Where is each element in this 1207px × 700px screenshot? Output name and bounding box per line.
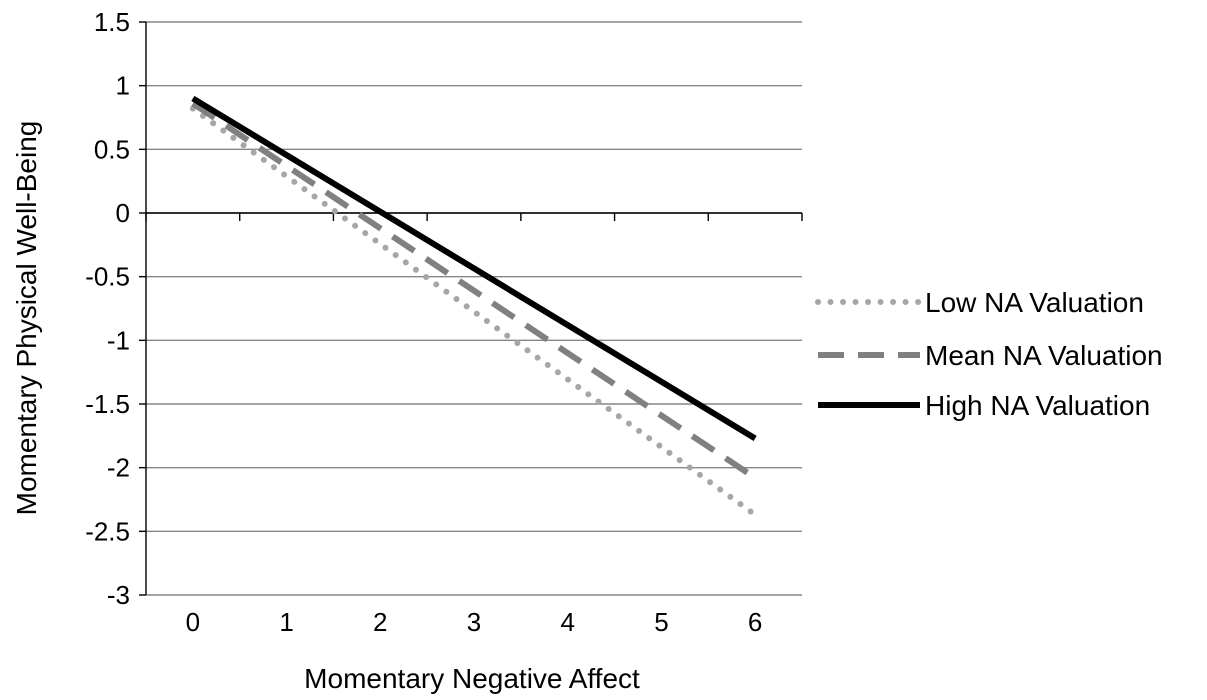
series-line-high-na-valuation [191,95,757,441]
legend-label: High NA Valuation [925,390,1150,421]
x-tick-label: 4 [560,607,574,637]
y-tick-label: -0.5 [85,262,130,292]
y-tick-label: -2.5 [85,516,130,546]
legend: Low NA Valuation Mean NA Valuation High NA… [815,287,1163,421]
x-tick-label: 6 [748,607,762,637]
gridlines [146,21,802,596]
x-axis-title: Momentary Negative Affect [304,663,640,694]
y-tick-label: 1.5 [94,7,130,37]
y-tick-label: 1 [116,71,130,101]
y-tick-label: 0 [116,198,130,228]
series-line-mean-na-valuation [191,100,757,481]
axes [139,21,803,596]
y-tick-label: -2 [107,453,130,483]
legend-label: Low NA Valuation [925,287,1144,318]
x-tick-label: 0 [186,607,200,637]
y-tick-label: -1 [107,325,130,355]
x-tick-label: 3 [467,607,481,637]
y-tick-label: -1.5 [85,389,130,419]
legend-label: Mean NA Valuation [925,340,1163,371]
x-tick-label: 2 [373,607,387,637]
tick-labels: 1.5 1 0.5 0 -0.5 -1 -1.5 -2 -2.5 -3 0 1 2 3 4 5 6 [85,7,762,637]
series-line-low-na-valuation [189,105,759,518]
series-lines [189,95,759,518]
x-tick-label: 1 [279,607,293,637]
x-tick-label: 5 [654,607,668,637]
y-axis-title: Momentary Physical Well-Being [11,121,42,516]
y-tick-label: -3 [107,580,130,610]
y-tick-label: 0.5 [94,134,130,164]
